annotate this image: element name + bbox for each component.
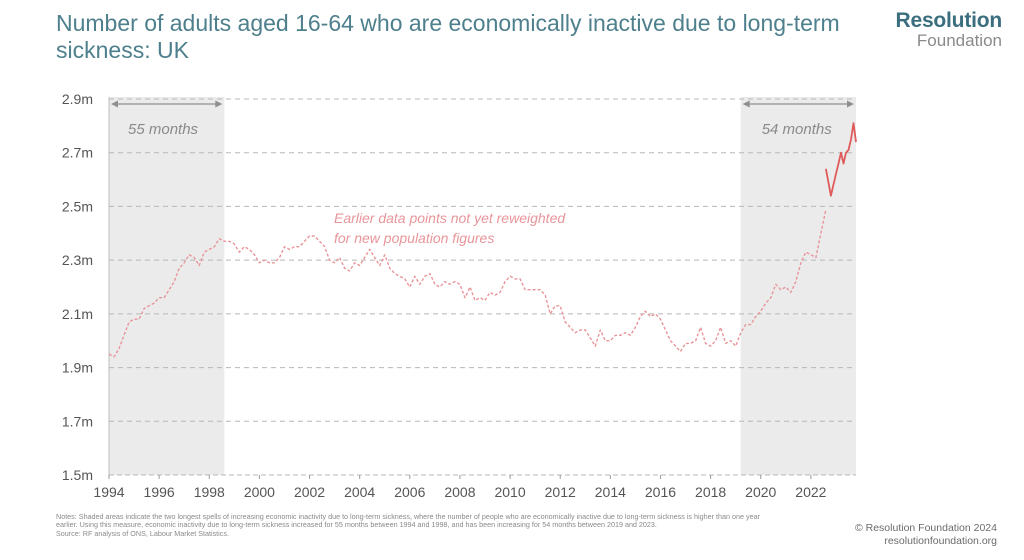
x-tick-label: 2020 [745,484,776,500]
shaded-regions [109,97,856,475]
x-tick-label: 2012 [545,484,576,500]
axes [108,97,856,476]
copyright-text: © Resolution Foundation 2024 [854,522,997,534]
notes-text: Notes: Shaded areas indicate the two lon… [56,512,760,530]
copyright-block: © Resolution Foundation 2024 resolutionf… [855,522,997,548]
y-axis-ticks: 1.5m 1.7m 1.9m 2.1m 2.3m 2.5m 2.7m 2.9m [62,91,93,483]
logo-line2: Foundation [916,31,1002,50]
x-tick-label: 2018 [695,484,726,500]
annotation-line1: Earlier data points not yet reweighted [334,210,566,226]
series-lines [108,122,857,358]
x-tick-label: 2016 [645,484,676,500]
x-tick-label: 1998 [194,484,225,500]
annotations: Earlier data points not yet reweighted fo… [334,210,566,246]
series-line-reweighted-data [825,122,857,197]
chart-title: Number of adults aged 16-64 who are econ… [56,10,840,63]
x-tick-label: 2004 [344,484,375,500]
resolution-foundation-logo: Resolution Foundation [896,10,1003,50]
y-tick-label: 2.7m [62,145,93,161]
y-tick-label: 1.7m [62,413,93,429]
source-text: Source: RF analysis of ONS, Labour Marke… [56,528,229,538]
y-tick-label: 1.5m [62,467,93,483]
x-tick-label: 2008 [444,484,475,500]
y-tick-label: 2.9m [62,91,93,107]
arrowhead-right-icon [847,100,854,108]
y-tick-label: 2.3m [62,252,93,268]
chart-area: 1.5m1.7m1.9m2.1m2.3m2.5m2.7m2.9m 1994 199… [62,91,857,500]
footnotes: Notes: Shaded areas indicate the two lon… [56,512,776,538]
series-line-earlier-data [108,208,827,358]
x-tick-label: 2010 [494,484,525,500]
x-tick-label: 1994 [93,484,124,500]
logo-line1: Resolution [895,9,1003,32]
x-tick-label: 2014 [595,484,626,500]
annotation-line2: for new population figures [334,230,494,246]
arrowhead-right-icon [215,100,223,108]
shaded-region [740,97,856,475]
x-tick-label: 2002 [294,484,325,500]
duration-label: 54 months [762,121,833,138]
duration-label: 55 months [128,121,199,138]
y-tick-label: 2.1m [62,306,93,322]
y-tick-label: 1.9m [62,360,93,376]
x-tick-label: 2022 [795,484,826,500]
shaded-region [109,97,225,475]
website-link[interactable]: resolutionfoundation.org [884,535,997,547]
x-axis-ticks: 1994 1996 1998 2000 2002 2004 2006 2008 2010 2012… [93,475,827,500]
x-tick-label: 1996 [144,484,175,500]
gridlines [109,98,856,422]
y-tick-label: 2.5m [62,198,93,214]
arrowhead-left-icon [111,100,118,108]
arrowhead-left-icon [742,100,750,108]
duration-arrows: 55 months 54 months [111,100,854,138]
x-tick-label: 2006 [394,484,425,500]
x-tick-label: 2000 [244,484,275,500]
